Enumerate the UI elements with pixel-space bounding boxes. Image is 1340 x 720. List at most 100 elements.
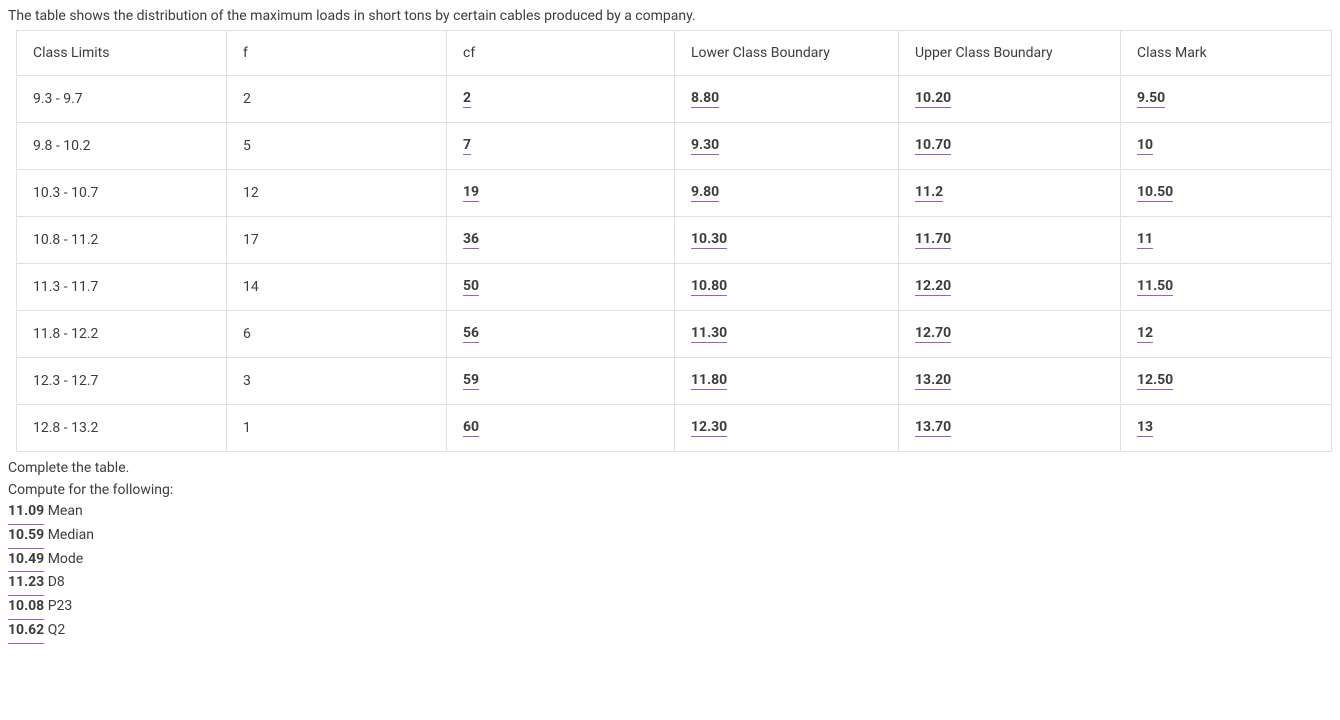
cell-lcb: 11.30 bbox=[675, 311, 899, 358]
cell-cf: 2 bbox=[447, 76, 675, 123]
cell-class-limits: 12.3 - 12.7 bbox=[17, 358, 227, 405]
cell-class-limits: 9.3 - 9.7 bbox=[17, 76, 227, 123]
table-row: 9.8 - 10.2579.3010.7010 bbox=[17, 123, 1332, 170]
cell-frequency: 3 bbox=[227, 358, 447, 405]
answer-value: 11 bbox=[1137, 231, 1153, 249]
cell-ucb: 11.2 bbox=[899, 170, 1121, 217]
header-frequency: f bbox=[227, 31, 447, 76]
answer-value: 36 bbox=[463, 231, 479, 249]
cell-lcb: 10.80 bbox=[675, 264, 899, 311]
cell-cm: 11.50 bbox=[1121, 264, 1332, 311]
table-row: 12.3 - 12.73 59 11.80 13.20 12.50 bbox=[17, 358, 1332, 405]
table-row: 10.3 - 10.712199.8011.210.50 bbox=[17, 170, 1332, 217]
table-row: 10.8 - 11.217 36 10.30 11.70 11 bbox=[17, 217, 1332, 264]
answer-value: 10 bbox=[1137, 137, 1153, 155]
answer-value: 56 bbox=[463, 325, 479, 343]
cell-lcb: 10.30 bbox=[675, 217, 899, 264]
cell-frequency: 6 bbox=[227, 311, 447, 358]
cell-frequency: 2 bbox=[227, 76, 447, 123]
intro-text: The table shows the distribution of the … bbox=[8, 8, 1332, 24]
cell-class-limits: 9.8 - 10.2 bbox=[17, 123, 227, 170]
cell-frequency: 17 bbox=[227, 217, 447, 264]
header-class-mark: Class Mark bbox=[1121, 31, 1332, 76]
cell-cf: 60 bbox=[447, 405, 675, 452]
stat-mean: 11.09 Mean bbox=[8, 501, 1332, 525]
answer-value: 10.20 bbox=[915, 90, 951, 108]
stat-d8: 11.23 D8 bbox=[8, 572, 1332, 596]
cell-class-limits: 10.8 - 11.2 bbox=[17, 217, 227, 264]
answer-value: 10.80 bbox=[691, 278, 727, 296]
mean-label: Mean bbox=[48, 503, 83, 519]
compute-label: Compute for the following: bbox=[8, 480, 1332, 502]
answer-value: 10.70 bbox=[915, 137, 951, 155]
answer-value: 12.70 bbox=[915, 325, 951, 343]
header-lower-boundary: Lower Class Boundary bbox=[675, 31, 899, 76]
answer-value: 12.50 bbox=[1137, 372, 1173, 390]
header-class-limits: Class Limits bbox=[17, 31, 227, 76]
answer-value: 8.80 bbox=[691, 90, 719, 108]
cell-lcb: 11.80 bbox=[675, 358, 899, 405]
distribution-table: Class Limits f cf Lower Class Boundary U… bbox=[16, 30, 1332, 452]
answer-value: 11.50 bbox=[1137, 278, 1173, 296]
answer-value: 11.2 bbox=[915, 184, 943, 202]
answer-value: 13.70 bbox=[915, 419, 951, 437]
answer-value: 2 bbox=[463, 90, 471, 108]
cell-cm: 12.50 bbox=[1121, 358, 1332, 405]
table-row: 12.8 - 13.216012.3013.7013 bbox=[17, 405, 1332, 452]
cell-cm: 10.50 bbox=[1121, 170, 1332, 217]
table-header-row: Class Limits f cf Lower Class Boundary U… bbox=[17, 31, 1332, 76]
answer-value: 11.70 bbox=[915, 231, 951, 249]
cell-frequency: 1 bbox=[227, 405, 447, 452]
after-block: Complete the table. Compute for the foll… bbox=[8, 458, 1332, 644]
cell-frequency: 12 bbox=[227, 170, 447, 217]
cell-lcb: 9.80 bbox=[675, 170, 899, 217]
answer-value: 59 bbox=[463, 372, 479, 390]
answer-value: 11.30 bbox=[691, 325, 727, 343]
answer-value: 11.80 bbox=[691, 372, 727, 390]
table-row: 9.3 - 9.7228.8010.209.50 bbox=[17, 76, 1332, 123]
cell-cm: 9.50 bbox=[1121, 76, 1332, 123]
mode-label: Mode bbox=[48, 551, 84, 567]
cell-ucb: 13.70 bbox=[899, 405, 1121, 452]
complete-label: Complete the table. bbox=[8, 458, 1332, 480]
stat-median: 10.59 Median bbox=[8, 525, 1332, 549]
cell-cf: 50 bbox=[447, 264, 675, 311]
answer-value: 13.20 bbox=[915, 372, 951, 390]
d8-label: D8 bbox=[48, 574, 65, 590]
cell-cf: 59 bbox=[447, 358, 675, 405]
cell-ucb: 10.20 bbox=[899, 76, 1121, 123]
table-row: 11.3 - 11.7145010.8012.2011.50 bbox=[17, 264, 1332, 311]
cell-cf: 56 bbox=[447, 311, 675, 358]
cell-lcb: 8.80 bbox=[675, 76, 899, 123]
answer-value: 12 bbox=[1137, 325, 1153, 343]
q2-value: 10.62 bbox=[8, 620, 44, 644]
stat-q2: 10.62 Q2 bbox=[8, 620, 1332, 644]
cell-cm: 11 bbox=[1121, 217, 1332, 264]
cell-ucb: 13.20 bbox=[899, 358, 1121, 405]
median-value: 10.59 bbox=[8, 525, 44, 549]
answer-value: 12.30 bbox=[691, 419, 727, 437]
mode-value: 10.49 bbox=[8, 549, 44, 573]
cell-class-limits: 11.3 - 11.7 bbox=[17, 264, 227, 311]
cell-lcb: 9.30 bbox=[675, 123, 899, 170]
answer-value: 12.20 bbox=[915, 278, 951, 296]
mean-value: 11.09 bbox=[8, 501, 44, 525]
cell-cm: 12 bbox=[1121, 311, 1332, 358]
cell-class-limits: 10.3 - 10.7 bbox=[17, 170, 227, 217]
cell-frequency: 5 bbox=[227, 123, 447, 170]
cell-cm: 10 bbox=[1121, 123, 1332, 170]
cell-class-limits: 11.8 - 12.2 bbox=[17, 311, 227, 358]
q2-label: Q2 bbox=[48, 622, 66, 638]
header-cumulative-freq: cf bbox=[447, 31, 675, 76]
header-upper-boundary: Upper Class Boundary bbox=[899, 31, 1121, 76]
d8-value: 11.23 bbox=[8, 572, 44, 596]
stat-mode: 10.49 Mode bbox=[8, 549, 1332, 573]
median-label: Median bbox=[48, 527, 94, 543]
table-row: 11.8 - 12.26 56 11.30 12.70 12 bbox=[17, 311, 1332, 358]
cell-cm: 13 bbox=[1121, 405, 1332, 452]
cell-lcb: 12.30 bbox=[675, 405, 899, 452]
cell-ucb: 12.70 bbox=[899, 311, 1121, 358]
answer-value: 9.50 bbox=[1137, 90, 1165, 108]
answer-value: 9.80 bbox=[691, 184, 719, 202]
p23-label: P23 bbox=[48, 598, 73, 614]
